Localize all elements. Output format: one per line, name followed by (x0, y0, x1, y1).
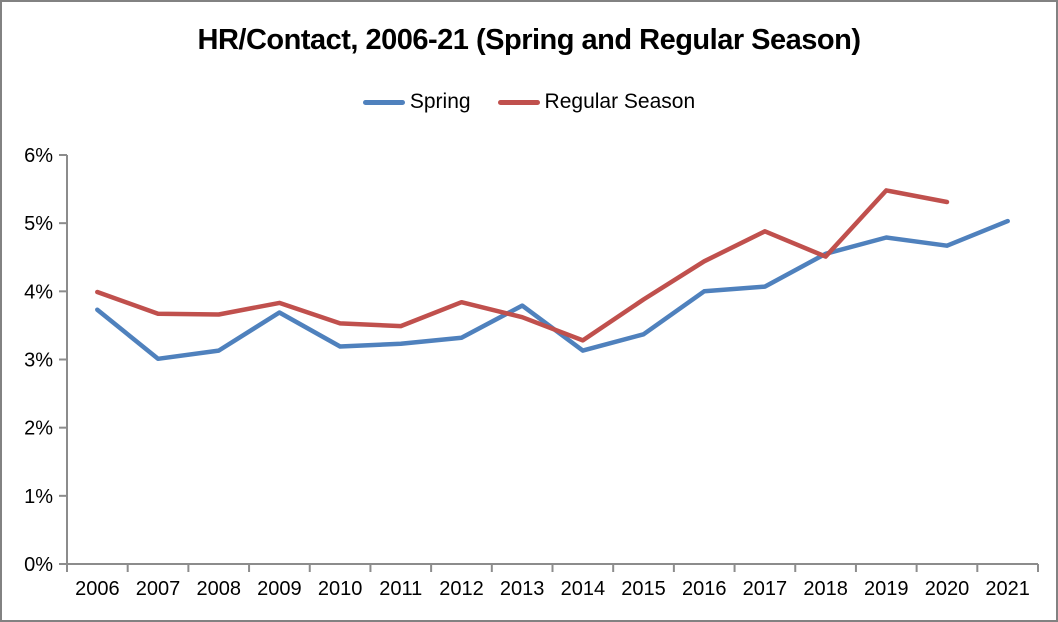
x-axis-tick-label: 2018 (803, 578, 848, 600)
x-axis-tick-label: 2012 (439, 578, 484, 600)
x-axis-tick-label: 2010 (318, 578, 363, 600)
y-axis-tick-label: 2% (24, 418, 53, 440)
y-axis-tick-label: 3% (24, 350, 53, 372)
y-axis-tick-label: 0% (24, 554, 53, 576)
x-axis-tick-label: 2015 (621, 578, 666, 600)
chart-title: HR/Contact, 2006-21 (Spring and Regular … (197, 24, 861, 56)
y-axis-tick-label: 5% (24, 213, 53, 235)
y-axis-tick-label: 4% (24, 281, 53, 303)
series-line-spring (95, 218, 1010, 362)
legend-label-regular-season: Regular Season (544, 90, 696, 113)
legend-item-regular-season: Regular Season (497, 90, 696, 114)
x-axis-tick-label: 2021 (985, 578, 1030, 600)
x-axis-tick-label: 2017 (743, 578, 788, 600)
x-axis-tick-label: 2020 (925, 578, 970, 600)
x-axis-tick-label: 2014 (561, 578, 606, 600)
x-axis-tick-label: 2008 (196, 578, 241, 600)
y-axis-tick-label: 6% (24, 145, 53, 167)
x-axis-tick-label: 2007 (136, 578, 181, 600)
series-line-regular-season (95, 188, 950, 343)
legend-item-spring: Spring (362, 90, 471, 114)
y-axis-tick-label: 1% (24, 486, 53, 508)
legend-swatch-regular-season-icon (497, 99, 540, 105)
x-axis-tick-label: 2016 (682, 578, 727, 600)
legend-label-spring: Spring (409, 90, 471, 113)
x-axis-tick-label: 2013 (500, 578, 545, 600)
legend-swatch-spring-icon (362, 99, 405, 105)
x-axis-tick-label: 2006 (75, 578, 120, 600)
x-axis-tick-label: 2011 (379, 578, 422, 600)
x-axis-tick-label: 2019 (864, 578, 909, 600)
legend: Spring Regular Season (2, 90, 1056, 114)
x-axis-tick-label: 2009 (257, 578, 302, 600)
